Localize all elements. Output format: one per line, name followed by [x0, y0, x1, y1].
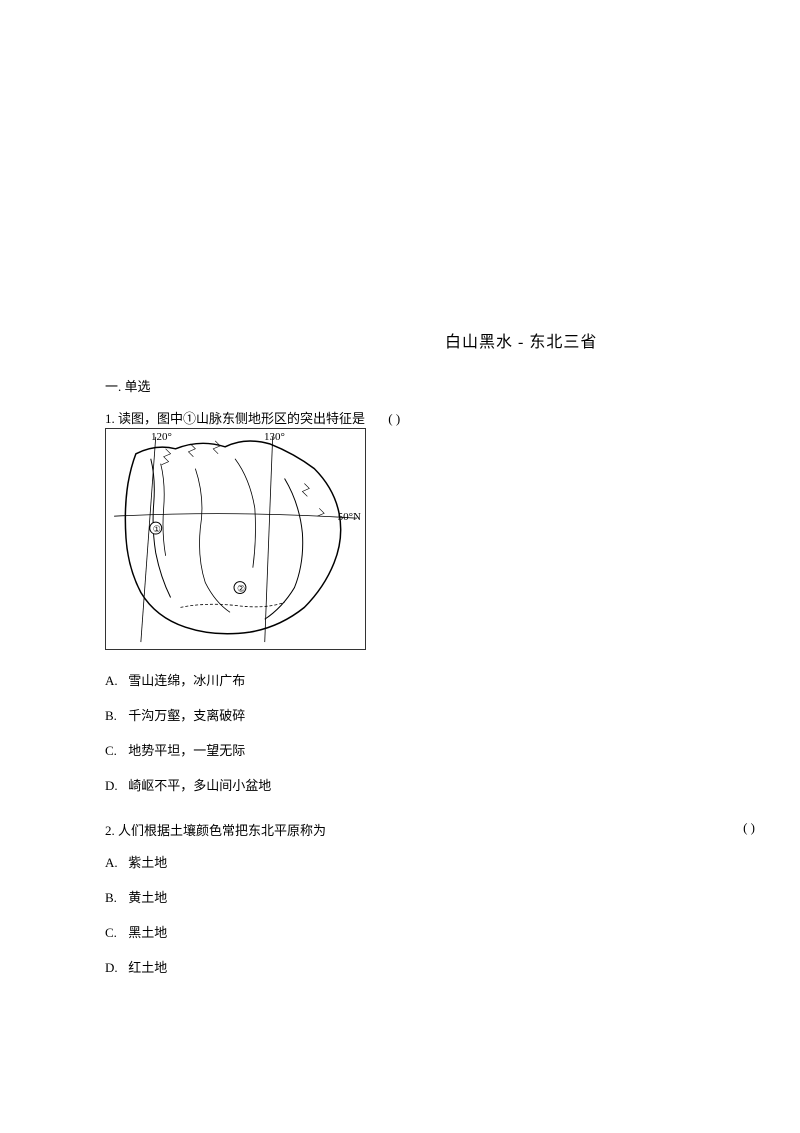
svg-text:①: ① [153, 524, 161, 534]
q1-option-d: D. 崎岖不平，多山间小盆地 [105, 775, 271, 794]
option-b-label: B. [105, 708, 125, 724]
option-c-label: C. [105, 743, 125, 759]
option-d-label: D. [105, 960, 125, 976]
option-a-text: 雪山连绵，冰川广布 [128, 673, 245, 688]
q1-paren: ( ) [388, 411, 400, 427]
map-figure: 120° 130° 50°N ① ② [105, 428, 366, 650]
longitude-130-label: 130° [264, 431, 285, 443]
option-c-label: C. [105, 925, 125, 941]
q1-option-b: B. 千沟万壑，支离破碎 [105, 705, 271, 724]
q2-option-d: D. 红土地 [105, 957, 167, 976]
section-heading: 一. 单选 [105, 376, 151, 395]
q2-option-b: B. 黄土地 [105, 887, 167, 906]
longitude-120-label: 120° [151, 431, 172, 443]
option-b-label: B. [105, 890, 125, 906]
q1-option-a: A. 雪山连绵，冰川广布 [105, 670, 271, 689]
question-1-stem: 1. 读图，图中①山脉东侧地形区的突出特征是 ( ) [105, 408, 400, 427]
latitude-50n-label: 50°N [338, 511, 361, 523]
option-c-text: 黑土地 [128, 925, 167, 940]
option-a-label: A. [105, 855, 125, 871]
option-d-text: 崎岖不平，多山间小盆地 [128, 778, 271, 793]
option-b-text: 千沟万壑，支离破碎 [128, 708, 245, 723]
q2-option-a: A. 紫土地 [105, 852, 167, 871]
option-d-text: 红土地 [128, 960, 167, 975]
northeast-china-map: ① ② [106, 429, 365, 649]
question-2-stem: 2. 人们根据土壤颜色常把东北平原称为 ( ) [105, 820, 755, 839]
page-title: 白山黑水 - 东北三省 [445, 328, 597, 352]
q2-options: A. 紫土地 B. 黄土地 C. 黑土地 D. 红土地 [105, 852, 167, 992]
option-a-text: 紫土地 [128, 855, 167, 870]
q2-option-c: C. 黑土地 [105, 922, 167, 941]
svg-text:②: ② [237, 584, 245, 594]
option-a-label: A. [105, 673, 125, 689]
q1-option-c: C. 地势平坦，一望无际 [105, 740, 271, 759]
option-b-text: 黄土地 [128, 890, 167, 905]
q2-stem-text: 2. 人们根据土壤颜色常把东北平原称为 [105, 823, 326, 838]
q1-options: A. 雪山连绵，冰川广布 B. 千沟万壑，支离破碎 C. 地势平坦，一望无际 D… [105, 670, 271, 810]
option-c-text: 地势平坦，一望无际 [128, 743, 245, 758]
q1-stem-text: 1. 读图，图中①山脉东侧地形区的突出特征是 [105, 411, 365, 426]
q2-paren: ( ) [743, 820, 755, 836]
option-d-label: D. [105, 778, 125, 794]
